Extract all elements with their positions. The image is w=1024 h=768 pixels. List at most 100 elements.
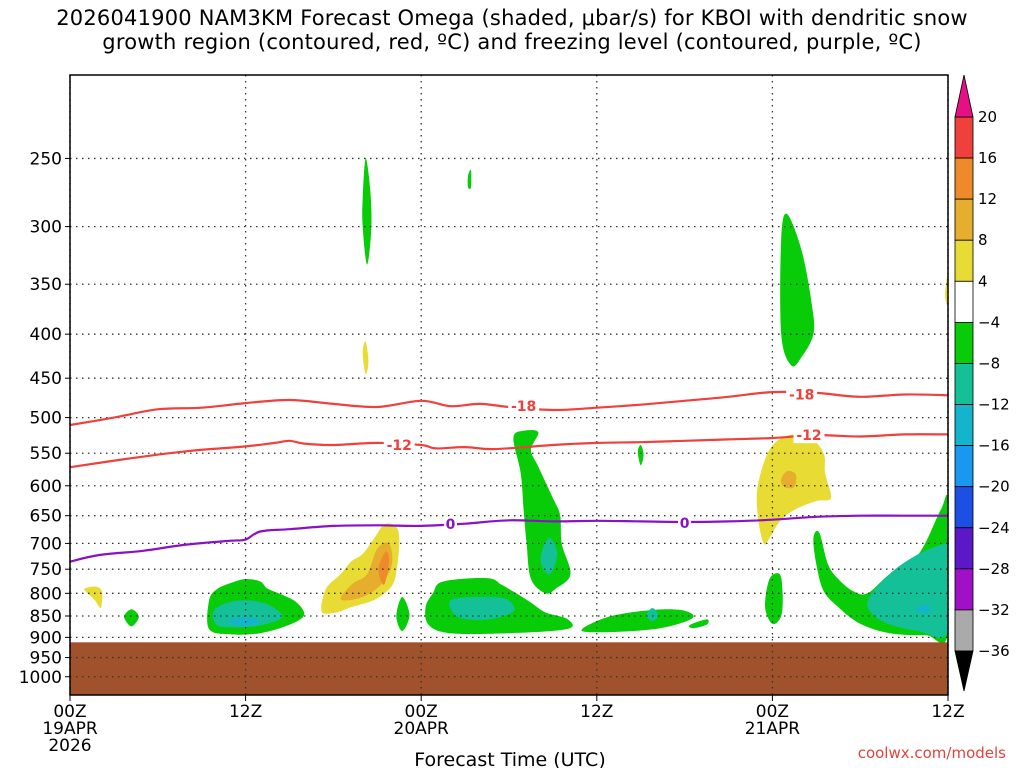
y-tick-label: 350 [30, 275, 62, 295]
y-tick-label: 250 [30, 149, 62, 169]
y-tick-label: 800 [30, 584, 62, 604]
colorbar-swatch [954, 239, 974, 282]
omega-region [449, 596, 515, 620]
x-tick-label: 00Z [53, 702, 86, 722]
chart-title: 2026041900 NAM3KM Forecast Omega (shaded… [56, 6, 968, 54]
y-tick-label: 1000 [19, 668, 62, 688]
colorbar-label: −20 [978, 478, 1010, 496]
x-tick-label: 12Z [931, 702, 964, 722]
omega-region [646, 608, 659, 622]
omega-region [756, 434, 832, 545]
omega-region [378, 551, 390, 585]
omega-region [513, 430, 571, 594]
omega-region [781, 470, 797, 489]
omega-region [124, 609, 139, 627]
omega-region [540, 537, 558, 575]
colorbar-swatch [954, 486, 974, 529]
omega-region [581, 609, 694, 633]
x-tick-label: 2026 [48, 736, 91, 756]
colorbar-swatch [954, 280, 974, 323]
colorbar-label: −32 [978, 601, 1010, 619]
y-tick-label: 950 [30, 649, 62, 669]
y-tick-label: 550 [30, 444, 62, 464]
omega-region [396, 596, 410, 632]
contour-label-bg [793, 427, 825, 444]
y-tick-label: 400 [30, 325, 62, 345]
colorbar-swatch [954, 527, 974, 570]
omega-region [228, 616, 261, 626]
omega-region [915, 604, 931, 614]
contour-line [70, 514, 948, 563]
omega-region [688, 619, 709, 629]
colorbar: 20 16 12 8 4 −4 −8 −12 −16 −20 −24 −28 −32 −36 [954, 74, 1010, 692]
x-tick-label: 12Z [580, 702, 613, 722]
x-tick-label: 21APR [745, 719, 801, 739]
colorbar-label: 4 [978, 272, 988, 290]
omega-region [765, 573, 783, 625]
x-tick-label: 00Z [405, 702, 438, 722]
contour-label: -18 [789, 387, 814, 403]
colorbar-label: 16 [978, 149, 997, 167]
contour-label: 0 [680, 516, 690, 532]
y-tick-label: 300 [30, 218, 62, 238]
colorbar-swatch [954, 116, 974, 159]
colorbar-swatch [954, 404, 974, 447]
omega-region [467, 169, 472, 189]
y-axis: 2503003504004505005506006507007508008509… [19, 149, 70, 688]
colorbar-label: −36 [978, 642, 1010, 660]
contour-label: -12 [387, 438, 412, 454]
contour-label-bg [678, 515, 692, 532]
y-tick-label: 600 [30, 477, 62, 497]
colorbar-label: −28 [978, 560, 1010, 578]
colorbar-extend-top [954, 74, 974, 118]
x-tick-label: 20APR [394, 719, 450, 739]
y-tick-label: 850 [30, 607, 62, 627]
omega-region [84, 586, 103, 609]
contour-label-bg [383, 436, 415, 453]
contour-label: -18 [511, 399, 536, 415]
colorbar-label: 12 [978, 190, 997, 208]
y-tick-label: 450 [30, 369, 62, 389]
x-tick-label: 19APR [42, 719, 98, 739]
omega-region [362, 341, 369, 375]
colorbar-swatch [954, 363, 974, 405]
contour-label-bg [786, 386, 818, 403]
plot-frame [69, 74, 949, 696]
colorbar-label: 20 [978, 108, 997, 126]
colorbar-label: 8 [978, 231, 988, 249]
colorbar-label: −8 [978, 354, 1000, 372]
x-tick-label: 00Z [756, 702, 789, 722]
ground-terrain [70, 642, 948, 695]
colorbar-extend-bottom [954, 650, 974, 692]
temperature-contours: -18 -18 -12 -12 0 0 [70, 386, 948, 563]
omega-shading [84, 158, 948, 644]
colorbar-label: −4 [978, 313, 1000, 331]
x-tick-label: 12Z [229, 702, 262, 722]
colorbar-swatch [954, 445, 974, 488]
y-tick-label: 500 [30, 409, 62, 429]
colorbar-swatch [954, 568, 974, 611]
contour-label: -12 [796, 428, 821, 444]
colorbar-label: −12 [978, 396, 1010, 414]
omega-region [340, 542, 393, 601]
colorbar-swatch [954, 609, 974, 652]
contour-label-bg [443, 516, 457, 533]
colorbar-swatch [954, 321, 974, 364]
y-tick-label: 900 [30, 628, 62, 648]
omega-region [362, 158, 372, 265]
omega-region [637, 444, 644, 466]
omega-region [780, 213, 815, 367]
y-tick-label: 750 [30, 560, 62, 580]
y-tick-label: 700 [30, 534, 62, 554]
credit-text: coolwx.com/models [857, 744, 1006, 762]
colorbar-swatch [954, 198, 974, 241]
contour-label: 0 [446, 517, 456, 533]
colorbar-swatch [954, 157, 974, 200]
contour-line [70, 433, 948, 469]
colorbar-label: −24 [978, 519, 1010, 537]
y-tick-label: 650 [30, 507, 62, 527]
contour-label-bg [508, 398, 540, 415]
x-axis-label: Forecast Time (UTC) [414, 749, 605, 768]
